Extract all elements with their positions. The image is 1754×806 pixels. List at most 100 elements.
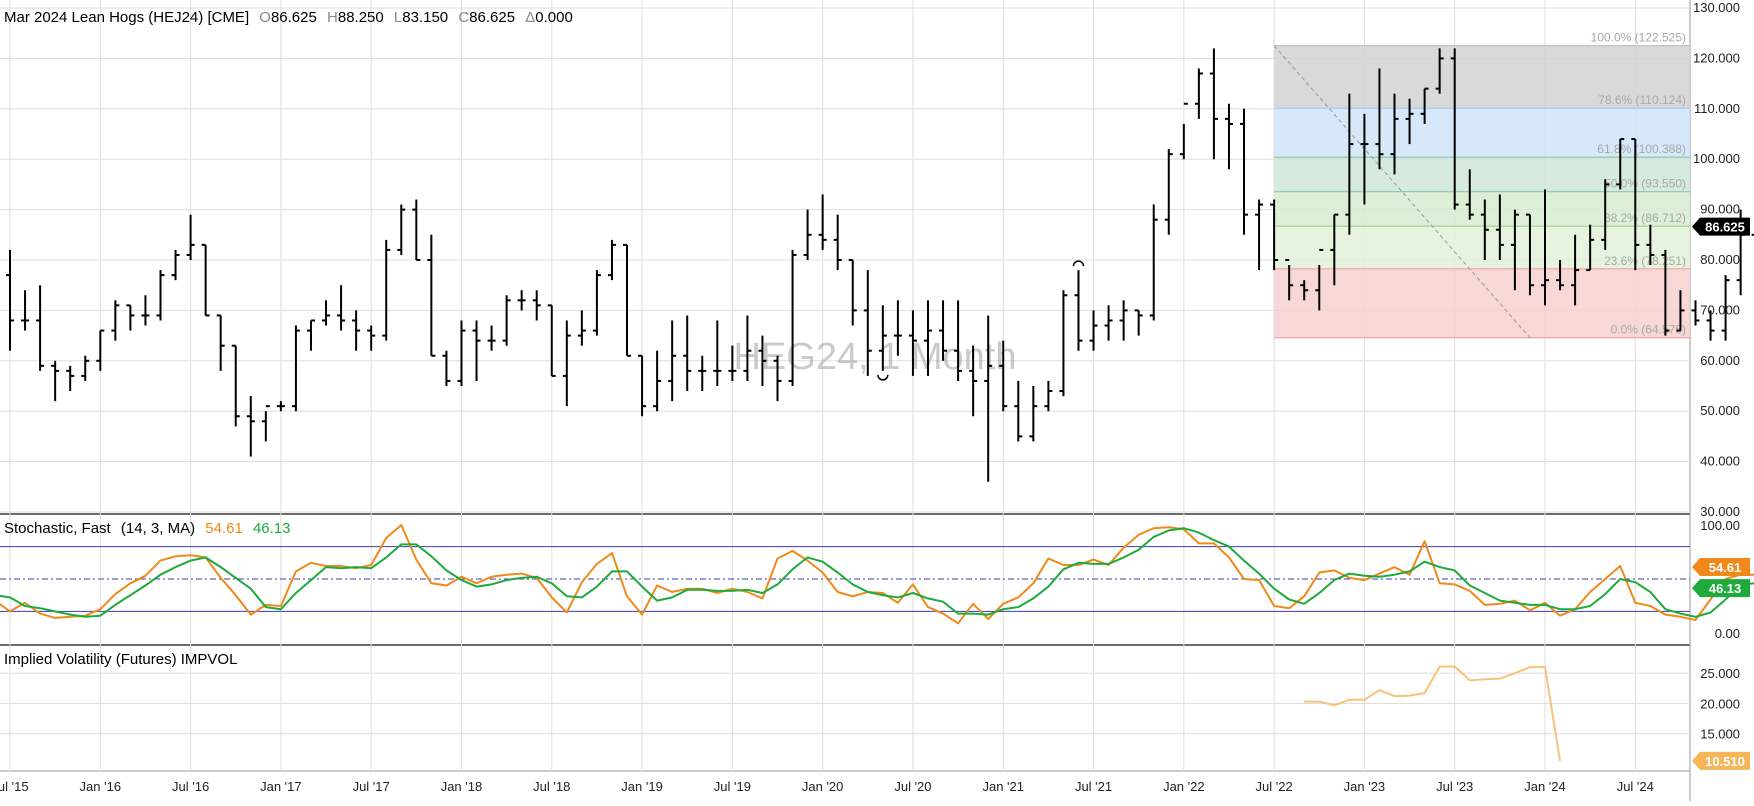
ohlc-bar: [322, 300, 331, 326]
ohlc-bar: [1360, 113, 1369, 205]
ohlc-bar: [126, 304, 135, 331]
fib-level-label: 50.0% (93.550): [1604, 177, 1686, 191]
ohlc-bar: [1510, 209, 1519, 291]
y-axis-labels: 30.000 40.000 50.000 60.000 70.000 80.000 90.0…: [1693, 0, 1740, 742]
x-axis-labels: Jul '15 Jan '16 Jul '16 Jan '17 Jul '17 Jan '…: [0, 779, 1654, 794]
ohlc-bar: [1435, 48, 1444, 94]
x-tick-label: Jan '21: [982, 779, 1024, 794]
x-tick-label: Jan '24: [1524, 779, 1566, 794]
price-tick-label: 70.000: [1700, 302, 1740, 317]
last-price-badge-text: 86.625: [1705, 220, 1745, 235]
ohlc-bar: [246, 396, 255, 457]
x-tick-label: Jan '19: [621, 779, 663, 794]
price-tick-label: 30.000: [1700, 504, 1740, 519]
change-label: Δ: [525, 9, 535, 26]
stochastic-k-badge-text: 54.61: [1709, 560, 1742, 575]
low-marker: [877, 374, 889, 381]
ohlc-bar: [81, 355, 90, 381]
price-tick-label: 50.000: [1700, 403, 1740, 418]
ohlc-bar: [412, 199, 421, 261]
ohlc-bar: [111, 300, 120, 341]
ohlc-bar: [337, 285, 346, 331]
impvol-lines: [1304, 665, 1561, 762]
ohlc-bar: [1270, 199, 1279, 271]
ohlc-bar: [1014, 380, 1023, 442]
ohlc-bar: [36, 285, 45, 371]
ohlc-bar: [1571, 234, 1580, 306]
price-tick-label: 120.000: [1693, 50, 1740, 65]
x-tick-label: Jan '16: [80, 779, 122, 794]
ohlc-bar: [1164, 149, 1173, 235]
ohlc-bar: [1495, 194, 1504, 260]
x-tick-label: Jul '19: [714, 779, 751, 794]
price-tick-label: 110.000: [1694, 101, 1740, 116]
ohlc-bar: [517, 290, 526, 311]
high-label: H: [327, 9, 338, 26]
stochastic-header: Stochastic, Fast (14, 3, MA) 54.61 46.13: [4, 520, 291, 537]
ohlc-bar: [818, 194, 827, 250]
symbol-title: Mar 2024 Lean Hogs (HEJ24) [CME]: [4, 9, 249, 26]
ohlc-bar: [803, 209, 812, 260]
ohlc-bar: [1044, 380, 1053, 412]
ohlc-bar: [623, 243, 632, 357]
ohlc-bar: [1706, 310, 1715, 341]
x-tick-label: Jul '17: [353, 779, 390, 794]
x-tick-label: Jul '18: [533, 779, 570, 794]
x-tick-label: Jul '15: [0, 779, 29, 794]
ohlc-bar: [1240, 108, 1249, 235]
impvol-badge-shape: [1692, 751, 1750, 770]
stochastic-tick-label: 0.00: [1715, 626, 1740, 641]
fib-zone: [1274, 191, 1690, 227]
price-tick-label: 90.000: [1700, 202, 1740, 217]
ohlc-bar: [382, 239, 391, 341]
ohlc-bar: [1541, 189, 1549, 306]
fib-zone: [1274, 226, 1690, 269]
ohlc-bar: [833, 214, 842, 271]
fibonacci-retracement: 100.0% (122.525) 78.6% (110.124) 61.8% (10…: [1273, 31, 1690, 339]
stochastic-tick-label: 100.00: [1700, 518, 1740, 533]
high-value: 88.250: [338, 9, 384, 26]
stochastic-k-badge-shape: [1692, 558, 1750, 577]
ohlc-bar: [1089, 310, 1098, 351]
ohlc-bar: [1616, 138, 1625, 190]
price-tick-label: 100.000: [1693, 151, 1740, 166]
ohlc-bar: [908, 310, 917, 376]
ohlc-bar: [1691, 300, 1700, 326]
ohlc-bar: [1631, 138, 1640, 271]
stochastic-k-line: [0, 524, 1754, 625]
x-tick-label: Jul '16: [172, 779, 209, 794]
open-label: O: [259, 9, 271, 26]
ohlc-bar: [51, 360, 60, 402]
ohlc-bar: [1300, 280, 1309, 301]
close-value: 86.625: [469, 9, 515, 26]
ohlc-bar: [653, 350, 662, 412]
fib-zone: [1274, 268, 1690, 338]
ohlc-bar: [1179, 102, 1188, 160]
ohlc-bar: [1390, 93, 1399, 175]
impvol-badge: 10.510: [1692, 751, 1750, 770]
price-bars: [6, 48, 1754, 482]
ohlc-bar: [306, 319, 315, 351]
ohlc-bar: [186, 214, 195, 260]
ohlc-bar: [638, 354, 647, 417]
low-label: L: [394, 9, 402, 26]
ohlc-bar: [1209, 48, 1218, 160]
price-tick-label: 130.000: [1693, 0, 1740, 15]
ohlc-bar: [1194, 68, 1203, 119]
x-tick-label: Jul '21: [1075, 779, 1112, 794]
ohlc-bar: [96, 329, 105, 371]
stochastic-d-badge-text: 46.13: [1709, 581, 1742, 596]
fib-level-label: 0.0% (64.575): [1611, 323, 1686, 337]
impvol-tick-label: 25.000: [1700, 666, 1740, 681]
ohlc-bar: [427, 234, 436, 357]
ohlc-bar: [728, 345, 737, 381]
ohlc-bar: [1255, 199, 1264, 271]
ohlc-bar: [201, 243, 210, 317]
x-tick-label: Jul '20: [894, 779, 931, 794]
ohlc-bar: [999, 340, 1008, 412]
ohlc-bar: [863, 270, 872, 376]
ohlc-bar: [1074, 270, 1083, 351]
ohlc-bar: [6, 249, 14, 351]
